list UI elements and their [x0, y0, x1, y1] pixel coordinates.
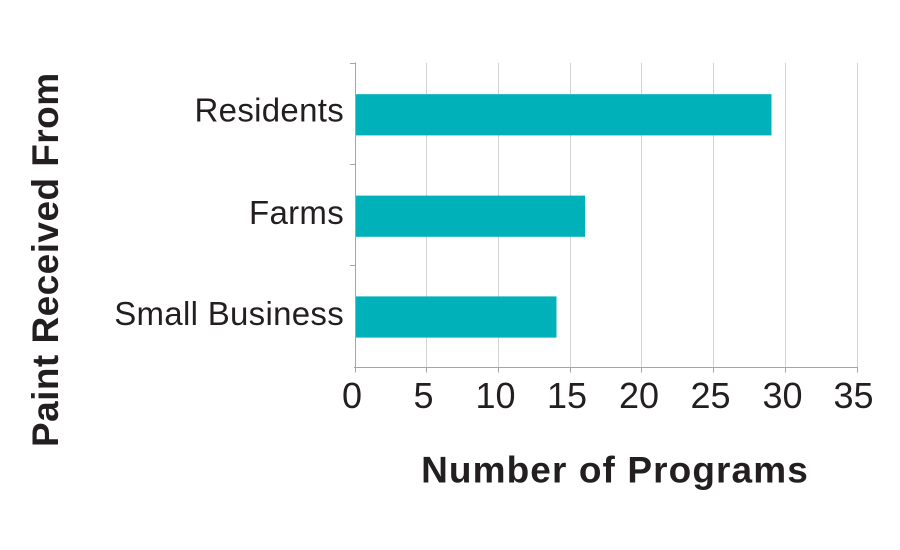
svg-text:20: 20: [619, 375, 659, 416]
svg-text:10: 10: [475, 375, 515, 416]
svg-text:0: 0: [342, 375, 362, 416]
svg-text:Paint Received From: Paint Received From: [25, 72, 66, 447]
svg-text:5: 5: [413, 375, 433, 416]
svg-text:25: 25: [690, 375, 730, 416]
svg-text:35: 35: [833, 375, 873, 416]
svg-text:Number of Programs: Number of Programs: [421, 450, 809, 491]
svg-text:Small Business: Small Business: [114, 295, 344, 332]
svg-text:15: 15: [547, 375, 587, 416]
svg-text:Farms: Farms: [249, 194, 344, 231]
svg-text:30: 30: [762, 375, 802, 416]
svg-text:Residents: Residents: [195, 92, 344, 129]
